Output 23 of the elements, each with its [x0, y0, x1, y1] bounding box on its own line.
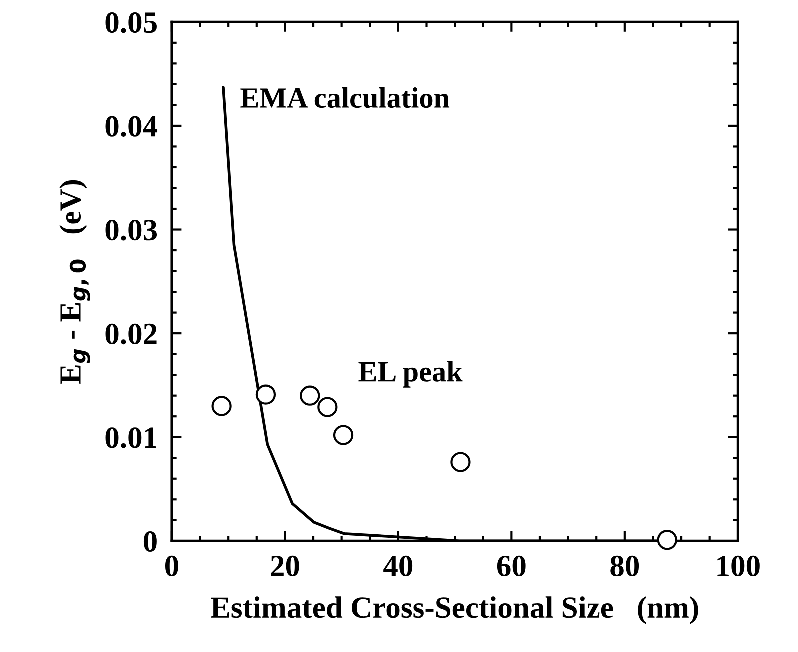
x-tick-label: 60	[497, 556, 526, 577]
point	[256, 384, 276, 405]
series-label: EL peak	[358, 361, 463, 388]
y-tick-label: 0	[144, 531, 157, 552]
y-tick-label: 0.04	[106, 116, 158, 137]
y-tick-label: 0.03	[106, 220, 158, 241]
y-tick-label: 0.05	[106, 12, 157, 34]
x-axis-title: Estimated Cross-Sectional Size (nm)	[211, 596, 698, 624]
point	[450, 452, 471, 472]
series-label: EMA calculation	[240, 88, 450, 108]
point	[657, 530, 678, 550]
point	[300, 386, 320, 406]
point	[212, 396, 232, 416]
x-tick-label: 80	[610, 556, 640, 577]
x-tick-label: 100	[718, 556, 760, 577]
point	[318, 397, 338, 418]
x-tick-label: 40	[384, 556, 413, 577]
y-tick-label: 0.02	[106, 324, 157, 345]
x-tick-label: 0	[165, 556, 178, 577]
x-tick-label: 20	[271, 556, 300, 577]
y-tick-label: 0.01	[106, 428, 156, 448]
point	[333, 425, 354, 446]
text: E$_{g}$ - E$_{g,0}$ (eV)	[60, 180, 90, 384]
